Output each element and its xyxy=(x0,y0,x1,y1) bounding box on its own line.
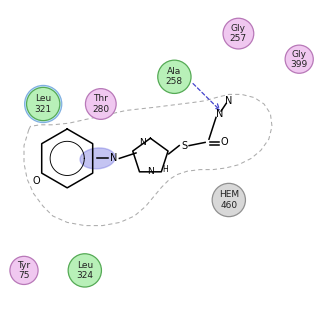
Text: Leu
324: Leu 324 xyxy=(76,261,93,280)
Text: Leu
321: Leu 321 xyxy=(35,94,52,114)
Text: N: N xyxy=(147,167,154,176)
Text: N: N xyxy=(110,153,117,164)
Circle shape xyxy=(68,254,101,287)
Circle shape xyxy=(212,183,245,217)
Text: O: O xyxy=(33,176,41,186)
Text: N: N xyxy=(139,138,146,147)
Text: N: N xyxy=(225,96,233,106)
Text: O: O xyxy=(220,137,228,148)
Text: Gly
257: Gly 257 xyxy=(230,24,247,43)
Circle shape xyxy=(10,256,38,284)
Text: Tyr
75: Tyr 75 xyxy=(17,261,31,280)
Circle shape xyxy=(25,85,62,123)
Text: Thr
280: Thr 280 xyxy=(92,94,109,114)
Circle shape xyxy=(27,87,60,121)
Text: N: N xyxy=(215,108,223,119)
Text: Ala
258: Ala 258 xyxy=(166,67,183,86)
Text: HEM
460: HEM 460 xyxy=(219,190,239,210)
Text: S: S xyxy=(181,140,187,151)
Ellipse shape xyxy=(80,148,115,169)
Circle shape xyxy=(223,18,254,49)
Circle shape xyxy=(285,45,313,73)
Text: Gly
399: Gly 399 xyxy=(291,50,308,69)
Text: H: H xyxy=(162,165,168,174)
Circle shape xyxy=(85,89,116,119)
Circle shape xyxy=(158,60,191,93)
